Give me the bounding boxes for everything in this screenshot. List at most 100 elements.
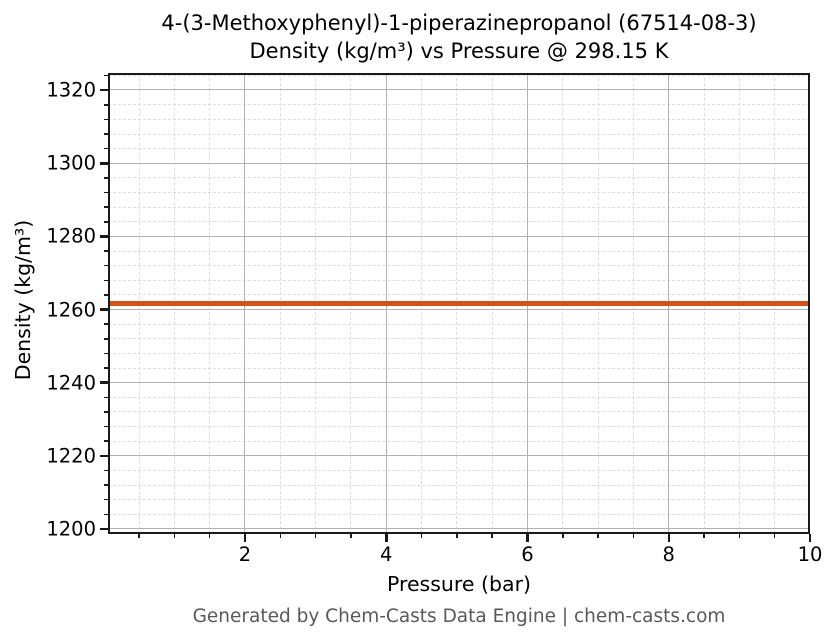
x-minor-tick xyxy=(456,534,458,538)
x-major-tick xyxy=(385,534,388,542)
y-minor-tick xyxy=(104,264,108,267)
x-minor-tick xyxy=(314,534,317,538)
gridline-major-horizontal xyxy=(108,235,810,237)
y-minor-tick xyxy=(104,147,108,150)
y-major-tick xyxy=(100,527,108,531)
x-minor-tick xyxy=(632,534,635,538)
y-minor-tick xyxy=(104,177,108,179)
gridline-minor-horizontal xyxy=(108,499,810,501)
y-minor-tick xyxy=(104,74,108,77)
x-minor-tick xyxy=(420,534,423,538)
gridline-minor-horizontal xyxy=(108,294,810,296)
gridline-minor-horizontal xyxy=(108,513,810,515)
gridline-minor-horizontal xyxy=(108,411,810,413)
x-minor-tick xyxy=(562,534,564,538)
x-minor-tick xyxy=(703,534,705,538)
gridline-major-horizontal xyxy=(108,381,810,383)
y-major-tick xyxy=(100,454,108,457)
gridline-minor-horizontal xyxy=(108,118,810,120)
y-minor-tick xyxy=(104,411,108,413)
gridline-minor-horizontal xyxy=(108,148,810,150)
gridline-minor-horizontal xyxy=(108,323,810,325)
x-major-tick xyxy=(808,534,812,542)
gridline-minor-horizontal xyxy=(108,484,810,486)
gridline-minor-horizontal xyxy=(108,396,810,398)
x-tick-label: 8 xyxy=(662,543,675,566)
gridline-minor-horizontal xyxy=(108,279,810,281)
gridline-minor-horizontal xyxy=(108,469,810,471)
gridline-minor-horizontal xyxy=(108,192,810,194)
y-major-tick xyxy=(100,162,108,165)
gridline-minor-horizontal xyxy=(108,104,810,106)
y-major-tick xyxy=(100,235,108,238)
x-major-tick xyxy=(526,534,529,542)
x-minor-tick xyxy=(597,534,599,538)
gridline-major-horizontal xyxy=(108,455,810,456)
gridline-major-horizontal xyxy=(108,89,810,91)
y-minor-tick xyxy=(104,221,108,223)
y-major-tick xyxy=(100,308,108,311)
chart-title-line1: 4-(3-Methoxyphenyl)-1-piperazinepropanol… xyxy=(161,11,757,35)
x-minor-tick xyxy=(773,534,776,538)
y-tick-label: 1300 xyxy=(46,151,96,175)
x-minor-tick xyxy=(279,534,282,538)
y-tick-label: 1200 xyxy=(46,517,96,541)
y-minor-tick xyxy=(104,206,108,208)
gridline-minor-horizontal xyxy=(108,440,810,442)
gridline-major-horizontal xyxy=(108,308,810,310)
gridline-minor-horizontal xyxy=(108,75,810,77)
x-tick-label: 4 xyxy=(380,543,393,566)
chart-title: 4-(3-Methoxyphenyl)-1-piperazinepropanol… xyxy=(108,9,810,65)
gridline-minor-horizontal xyxy=(108,338,810,340)
x-tick-label: 10 xyxy=(797,543,823,566)
x-axis-label: Pressure (bar) xyxy=(386,572,532,596)
footer-attribution: Generated by Chem-Casts Data Engine | ch… xyxy=(192,606,726,627)
y-minor-tick xyxy=(104,440,108,442)
gridline-minor-horizontal xyxy=(108,206,810,208)
x-minor-tick xyxy=(738,534,741,538)
y-minor-tick xyxy=(104,352,108,355)
y-minor-tick xyxy=(104,338,108,340)
gridline-minor-horizontal xyxy=(108,426,810,428)
y-minor-tick xyxy=(104,250,108,252)
y-tick-label: 1280 xyxy=(46,224,96,248)
y-major-tick xyxy=(100,381,108,384)
density-series-line xyxy=(108,300,810,307)
y-major-tick xyxy=(100,88,108,92)
y-minor-tick xyxy=(104,294,108,296)
y-minor-tick xyxy=(104,498,108,501)
y-tick-label: 1320 xyxy=(46,78,96,102)
gridline-minor-horizontal xyxy=(108,133,810,135)
gridline-major-horizontal xyxy=(108,528,810,530)
gridline-minor-horizontal xyxy=(108,250,810,252)
y-minor-tick xyxy=(104,191,108,194)
y-minor-tick xyxy=(104,396,108,399)
x-minor-tick xyxy=(491,534,493,538)
gridline-minor-horizontal xyxy=(108,352,810,354)
y-minor-tick xyxy=(104,367,108,369)
x-minor-tick xyxy=(138,534,140,538)
x-major-tick xyxy=(667,534,670,542)
gridline-major-horizontal xyxy=(108,162,810,164)
y-minor-tick xyxy=(104,484,108,486)
plot-area: 2 4 6 8 10 1200 1220 1240 1260 1280 1300 1320 xyxy=(46,73,822,566)
y-tick-label: 1240 xyxy=(46,371,96,395)
y-minor-tick xyxy=(104,133,108,135)
y-minor-tick xyxy=(104,323,108,325)
gridline-minor-horizontal xyxy=(108,177,810,179)
x-minor-tick xyxy=(208,534,211,538)
gridline-minor-horizontal xyxy=(108,221,810,223)
x-minor-tick xyxy=(350,534,352,538)
gridline-minor-horizontal xyxy=(108,265,810,267)
y-minor-tick xyxy=(104,513,108,515)
x-minor-tick xyxy=(173,534,176,538)
y-axis-label: Density (kg/m³) xyxy=(11,219,35,381)
y-minor-tick xyxy=(104,469,108,472)
chart-title-line2: Density (kg/m³) vs Pressure @ 298.15 K xyxy=(249,39,669,63)
y-minor-tick xyxy=(104,104,108,106)
y-minor-tick xyxy=(104,425,108,428)
gridline-minor-horizontal xyxy=(108,367,810,369)
x-major-tick xyxy=(243,534,247,542)
y-tick-label: 1260 xyxy=(46,298,96,322)
